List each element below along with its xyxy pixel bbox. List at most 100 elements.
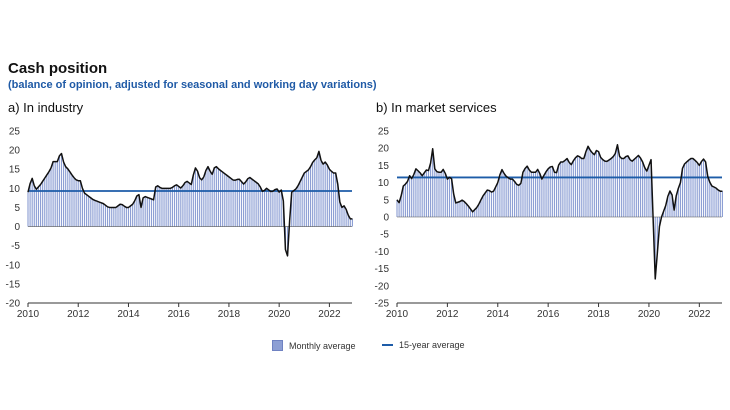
bar-services <box>511 179 514 217</box>
bar-industry <box>81 188 83 227</box>
bar-industry <box>247 178 249 227</box>
bar-industry <box>171 187 173 227</box>
bar-industry <box>261 191 263 227</box>
bar-services <box>480 199 482 217</box>
bar-industry <box>86 194 88 227</box>
bar-industry <box>341 207 343 227</box>
bar-services <box>444 173 446 217</box>
bar-industry <box>111 207 113 227</box>
bar-industry <box>159 187 161 227</box>
bar-industry <box>274 189 276 227</box>
bar-services <box>520 183 522 217</box>
y-tick-services: 10 <box>378 178 390 189</box>
bar-industry <box>33 185 35 227</box>
bar-industry <box>180 188 182 227</box>
bar-services <box>711 186 713 217</box>
bar-services <box>650 159 652 217</box>
y-tick-services: 25 <box>378 127 390 138</box>
bar-industry <box>157 185 159 227</box>
bar-industry <box>29 183 31 227</box>
bar-industry <box>303 173 305 227</box>
bar-industry <box>190 184 192 227</box>
bar-services <box>667 196 669 217</box>
bar-services <box>396 199 398 217</box>
y-tick-services: -15 <box>375 264 390 275</box>
bar-services <box>663 211 665 217</box>
bar-services <box>702 159 705 217</box>
bar-industry <box>268 189 270 227</box>
bar-services <box>524 168 526 217</box>
bar-industry <box>249 177 251 227</box>
bar-industry <box>305 171 307 227</box>
bar-industry <box>56 161 58 227</box>
bar-industry <box>351 218 353 227</box>
bar-industry <box>125 207 127 227</box>
x-tick-services: 2014 <box>487 309 510 320</box>
bar-industry <box>309 166 312 227</box>
bar-industry <box>286 226 289 256</box>
bar-services <box>463 201 465 217</box>
bar-industry <box>301 177 303 227</box>
bar-services <box>406 181 409 217</box>
bar-industry <box>266 188 268 227</box>
bar-services <box>566 158 568 217</box>
bar-services <box>488 190 490 217</box>
bar-services <box>635 157 637 217</box>
bar-services <box>644 167 646 217</box>
bar-industry <box>194 167 197 227</box>
bar-services <box>501 169 503 217</box>
bar-services <box>589 150 591 217</box>
bar-industry <box>324 162 326 227</box>
x-tick-industry: 2022 <box>318 309 341 320</box>
chart-subtitle: (balance of opinion, adjusted for season… <box>8 79 377 91</box>
bar-services <box>427 170 430 217</box>
bar-industry <box>192 174 194 227</box>
bar-industry <box>46 174 48 227</box>
x-tick-services: 2018 <box>587 309 610 320</box>
bar-services <box>579 156 581 217</box>
bar-industry <box>333 173 335 227</box>
bar-services <box>440 172 442 217</box>
bar-industry <box>140 207 142 227</box>
bar-services <box>558 165 560 217</box>
y-tick-services: 0 <box>383 213 389 224</box>
bar-services <box>696 162 698 217</box>
bar-industry <box>167 188 169 227</box>
bar-industry <box>222 172 224 227</box>
bar-industry <box>196 171 199 227</box>
bar-industry <box>312 162 314 227</box>
bar-services <box>715 188 717 217</box>
bar-services <box>572 160 574 217</box>
bar-industry <box>232 180 234 227</box>
bar-services <box>442 169 444 217</box>
bar-services <box>694 160 696 217</box>
bar-industry <box>48 171 50 227</box>
bar-industry <box>96 201 98 227</box>
bar-industry <box>255 182 257 227</box>
bar-services <box>402 186 404 217</box>
bar-services <box>432 148 434 217</box>
bar-industry <box>318 151 320 227</box>
x-tick-industry: 2016 <box>168 309 191 320</box>
bar-services <box>600 157 602 217</box>
bar-services <box>545 171 547 217</box>
bar-industry <box>132 204 134 227</box>
y-tick-industry: 10 <box>9 184 21 195</box>
bar-services <box>490 192 493 217</box>
x-tick-industry: 2018 <box>218 309 241 320</box>
bar-industry <box>297 185 299 227</box>
bar-industry <box>54 161 56 227</box>
bar-services <box>430 163 432 217</box>
bar-industry <box>148 198 150 227</box>
bar-industry <box>65 166 67 227</box>
bar-services <box>568 162 570 217</box>
bar-services <box>690 158 692 217</box>
bar-services <box>618 156 621 217</box>
bar-industry <box>291 192 293 227</box>
bar-industry <box>39 184 42 227</box>
bar-industry <box>90 197 92 227</box>
y-tick-industry: -20 <box>6 299 21 310</box>
bar-services <box>621 158 623 217</box>
bar-services <box>516 184 518 217</box>
bar-industry <box>79 180 81 227</box>
